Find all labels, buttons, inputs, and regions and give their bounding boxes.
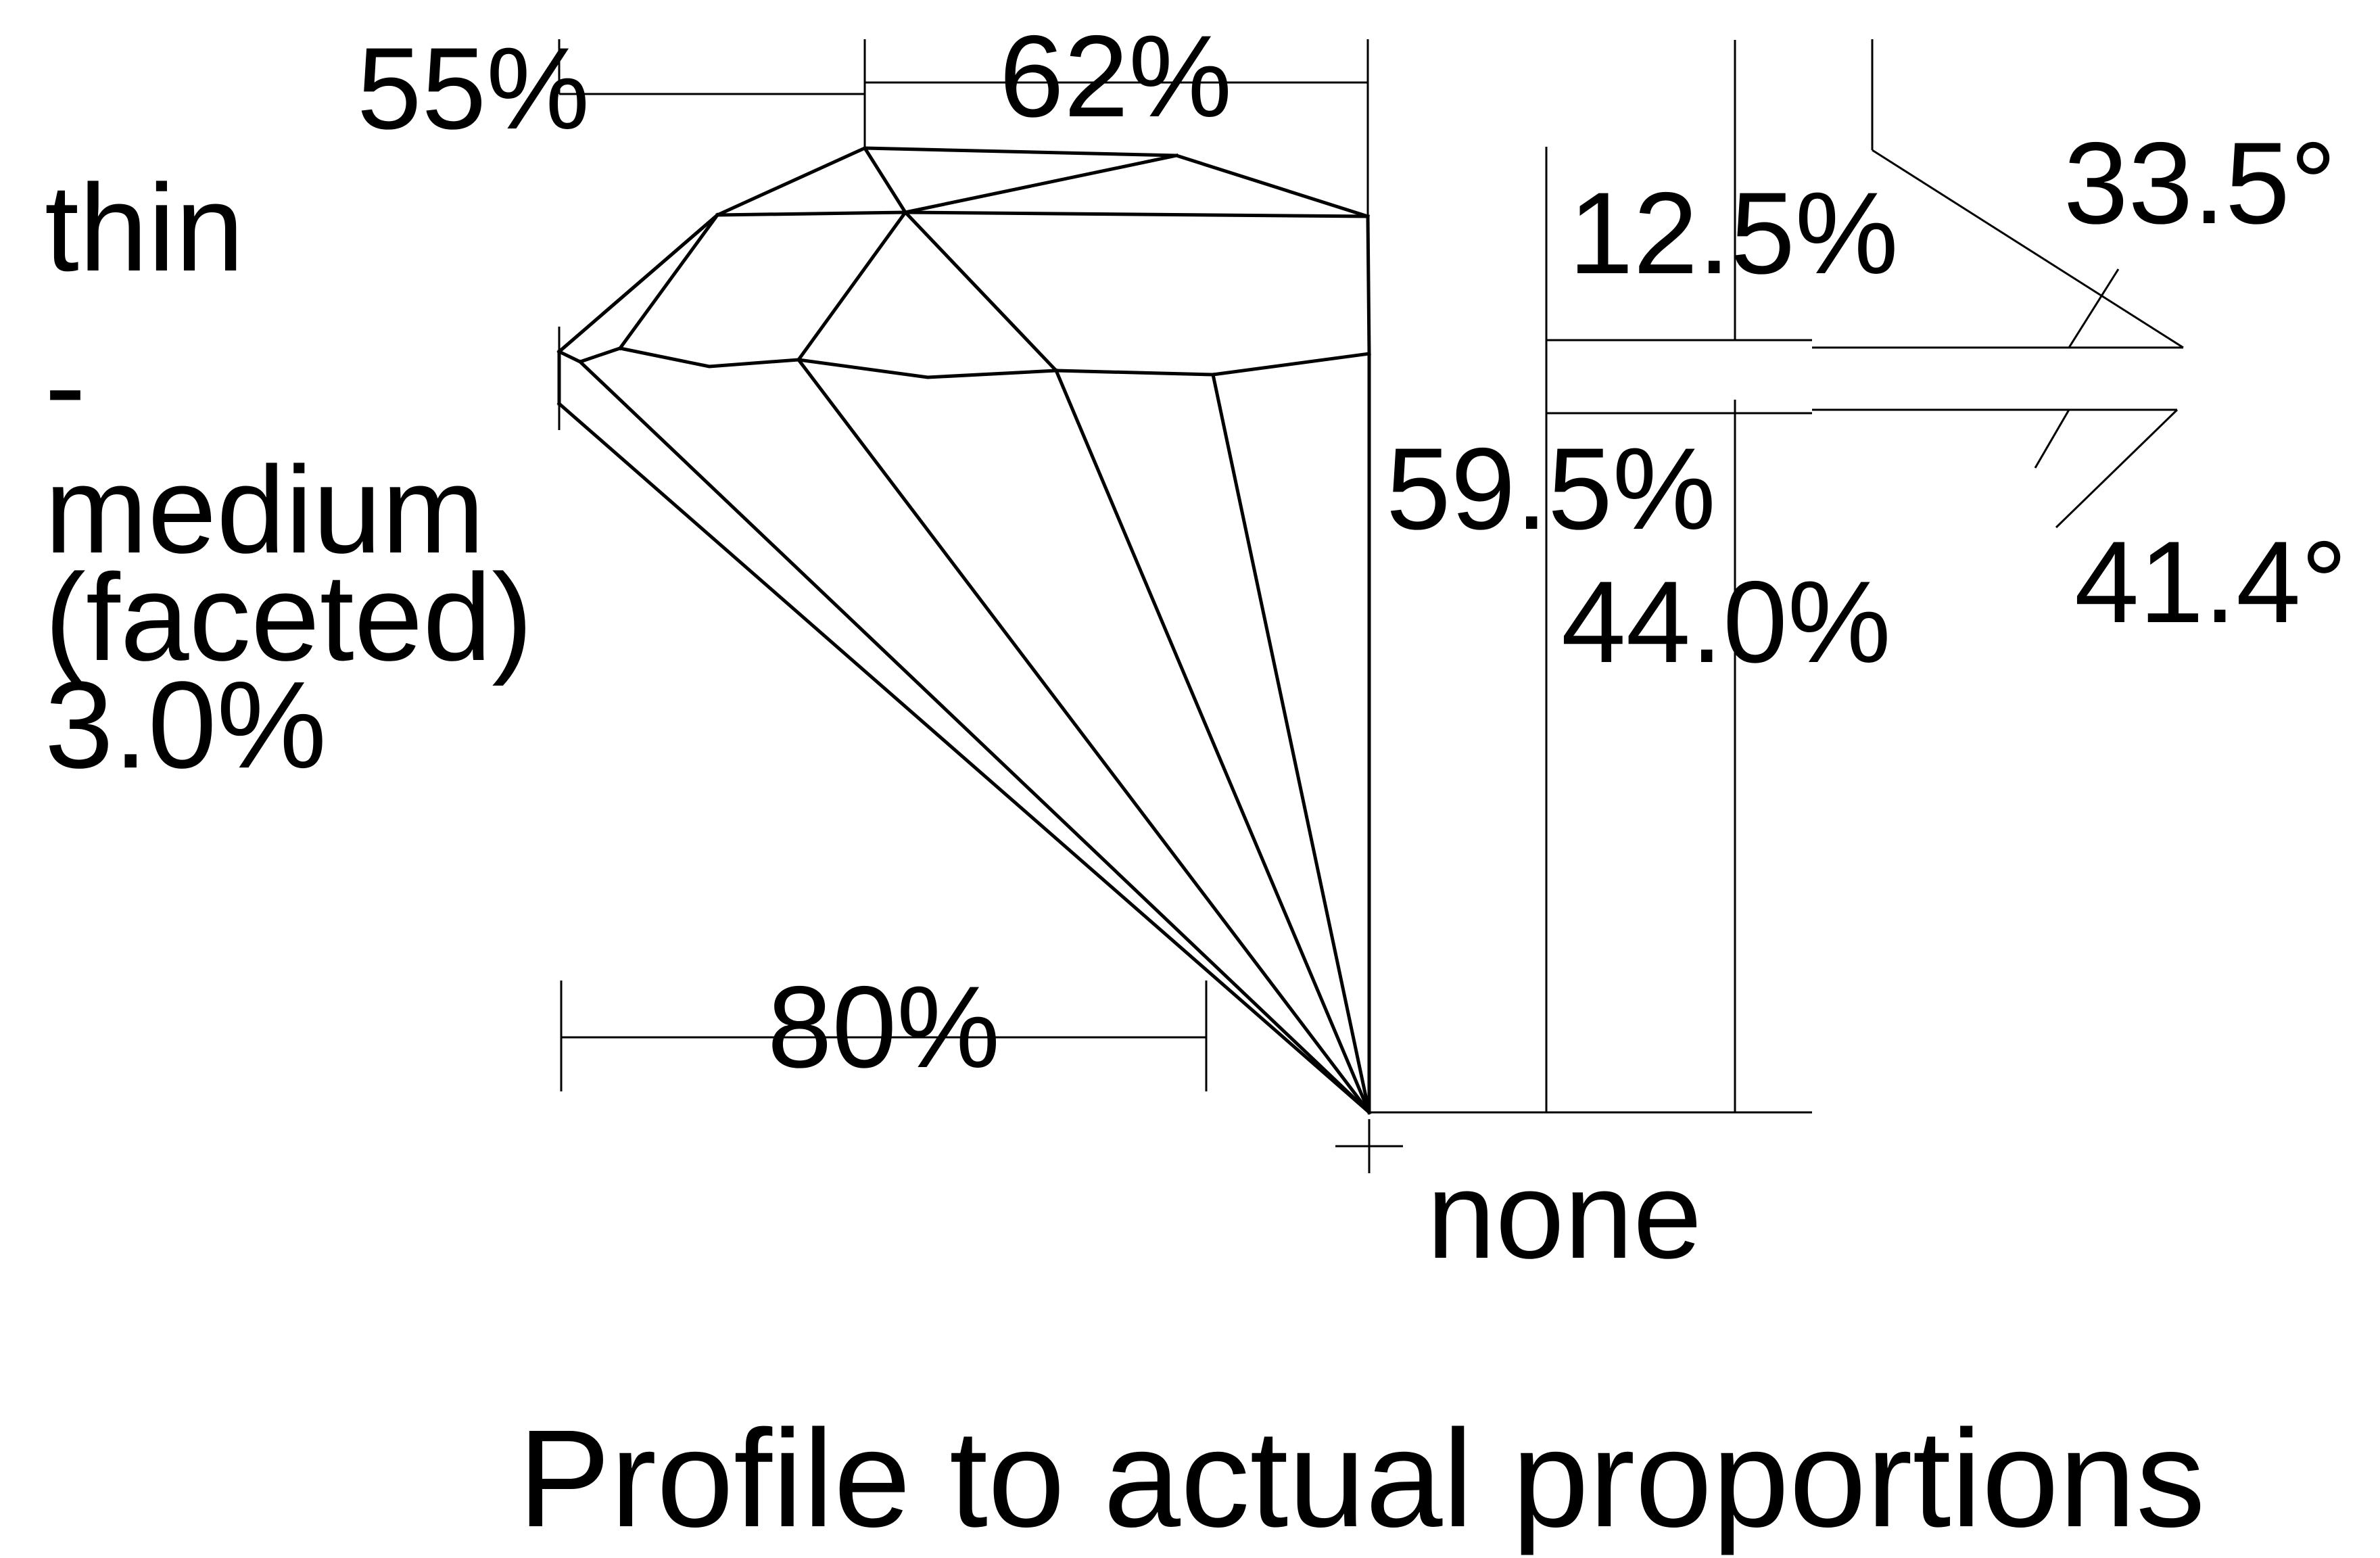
svg-text:12.5%: 12.5% xyxy=(1569,168,1899,298)
svg-text:3.0%: 3.0% xyxy=(45,655,327,794)
svg-text:59.5%: 59.5% xyxy=(1386,424,1716,554)
svg-text:62%: 62% xyxy=(999,11,1232,141)
svg-text:55%: 55% xyxy=(357,24,590,154)
svg-text:33.5°: 33.5° xyxy=(2064,118,2337,248)
svg-text:thin: thin xyxy=(45,158,244,297)
svg-text:-: - xyxy=(45,316,86,454)
svg-text:80%: 80% xyxy=(767,962,1000,1092)
svg-text:Profile to actual proportions: Profile to actual proportions xyxy=(518,1401,2206,1556)
svg-text:41.4°: 41.4° xyxy=(2074,517,2348,647)
svg-text:none: none xyxy=(1427,1146,1702,1284)
svg-text:44.0%: 44.0% xyxy=(1561,557,1891,687)
